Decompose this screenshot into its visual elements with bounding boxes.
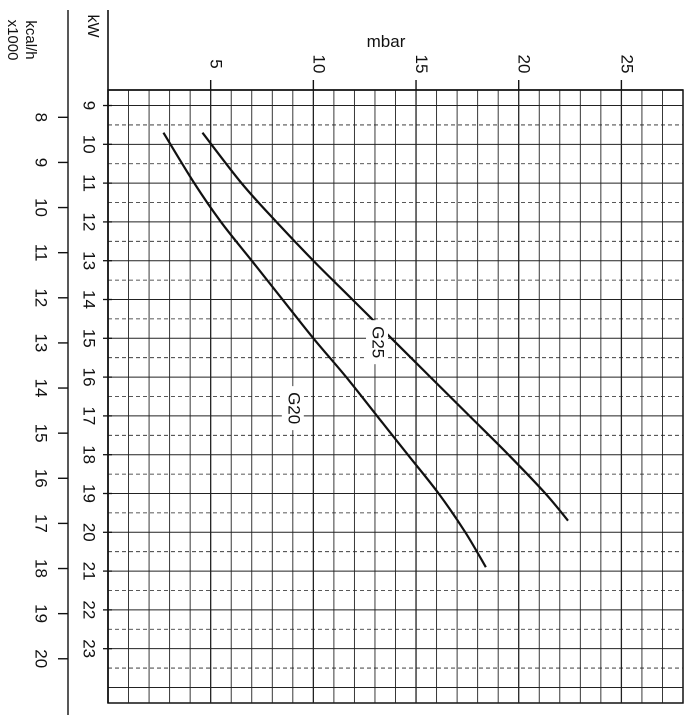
kw-tick-label: 18 <box>80 445 99 464</box>
kcal-axis-title-line2: x1000 <box>4 20 21 61</box>
kcal-axis-title-line1: kcal/h <box>22 20 39 59</box>
mbar-tick-label: 15 <box>412 55 431 74</box>
mbar-tick-label: 20 <box>515 55 534 74</box>
kcal-tick-label: 15 <box>32 424 51 443</box>
kw-axis-title: kW <box>84 14 101 38</box>
chart-axes <box>58 10 683 715</box>
kw-tick-label: 15 <box>80 329 99 348</box>
kw-tick-label: 9 <box>80 101 99 110</box>
kw-tick-label: 12 <box>80 212 99 231</box>
series-label-bg-g20 <box>281 386 304 431</box>
kw-tick-label: 21 <box>80 562 99 581</box>
kcal-tick-label: 12 <box>32 288 51 307</box>
series-line-g20 <box>162 132 487 568</box>
series-label-bg-g25 <box>366 320 389 365</box>
mbar-tick-label: 25 <box>617 55 636 74</box>
kcal-tick-label: 13 <box>32 333 51 352</box>
kw-tick-label: 19 <box>80 484 99 503</box>
kcal-tick-label: 11 <box>32 244 51 262</box>
kcal-tick-label: 20 <box>32 649 51 668</box>
kw-tick-label: 20 <box>80 523 99 542</box>
kw-tick-label: 16 <box>80 368 99 387</box>
chart-grid <box>107 89 684 704</box>
kw-tick-label: 10 <box>80 135 99 154</box>
kw-tick-label: 14 <box>80 290 99 309</box>
kcal-tick-label: 9 <box>32 158 51 167</box>
kw-tick-label: 11 <box>80 174 99 192</box>
mbar-tick-label: 5 <box>207 59 226 68</box>
kcal-tick-label: 14 <box>32 379 51 398</box>
series-label-g25: G25 <box>369 326 388 358</box>
kcal-tick-label: 19 <box>32 604 51 623</box>
chart-series <box>162 132 569 568</box>
series-line-g25 <box>201 132 569 522</box>
mbar-axis-title: mbar <box>367 32 406 51</box>
kcal-tick-label: 8 <box>32 113 51 122</box>
kw-tick-label: 23 <box>80 639 99 658</box>
kcal-tick-label: 18 <box>32 559 51 578</box>
kcal-tick-label: 16 <box>32 469 51 488</box>
kw-tick-label: 22 <box>80 600 99 619</box>
mbar-tick-label: 10 <box>309 55 328 74</box>
kcal-tick-label: 10 <box>32 198 51 217</box>
chart-labels: 5 10 15 20 25 mbar 9 10 11 12 13 14 15 16 17 18 19 20 21 22… <box>4 14 636 668</box>
kcal-tick-label: 17 <box>32 514 51 533</box>
kw-tick-label: 13 <box>80 251 99 270</box>
kw-tick-label: 17 <box>80 406 99 425</box>
series-label-g20: G20 <box>284 392 303 424</box>
